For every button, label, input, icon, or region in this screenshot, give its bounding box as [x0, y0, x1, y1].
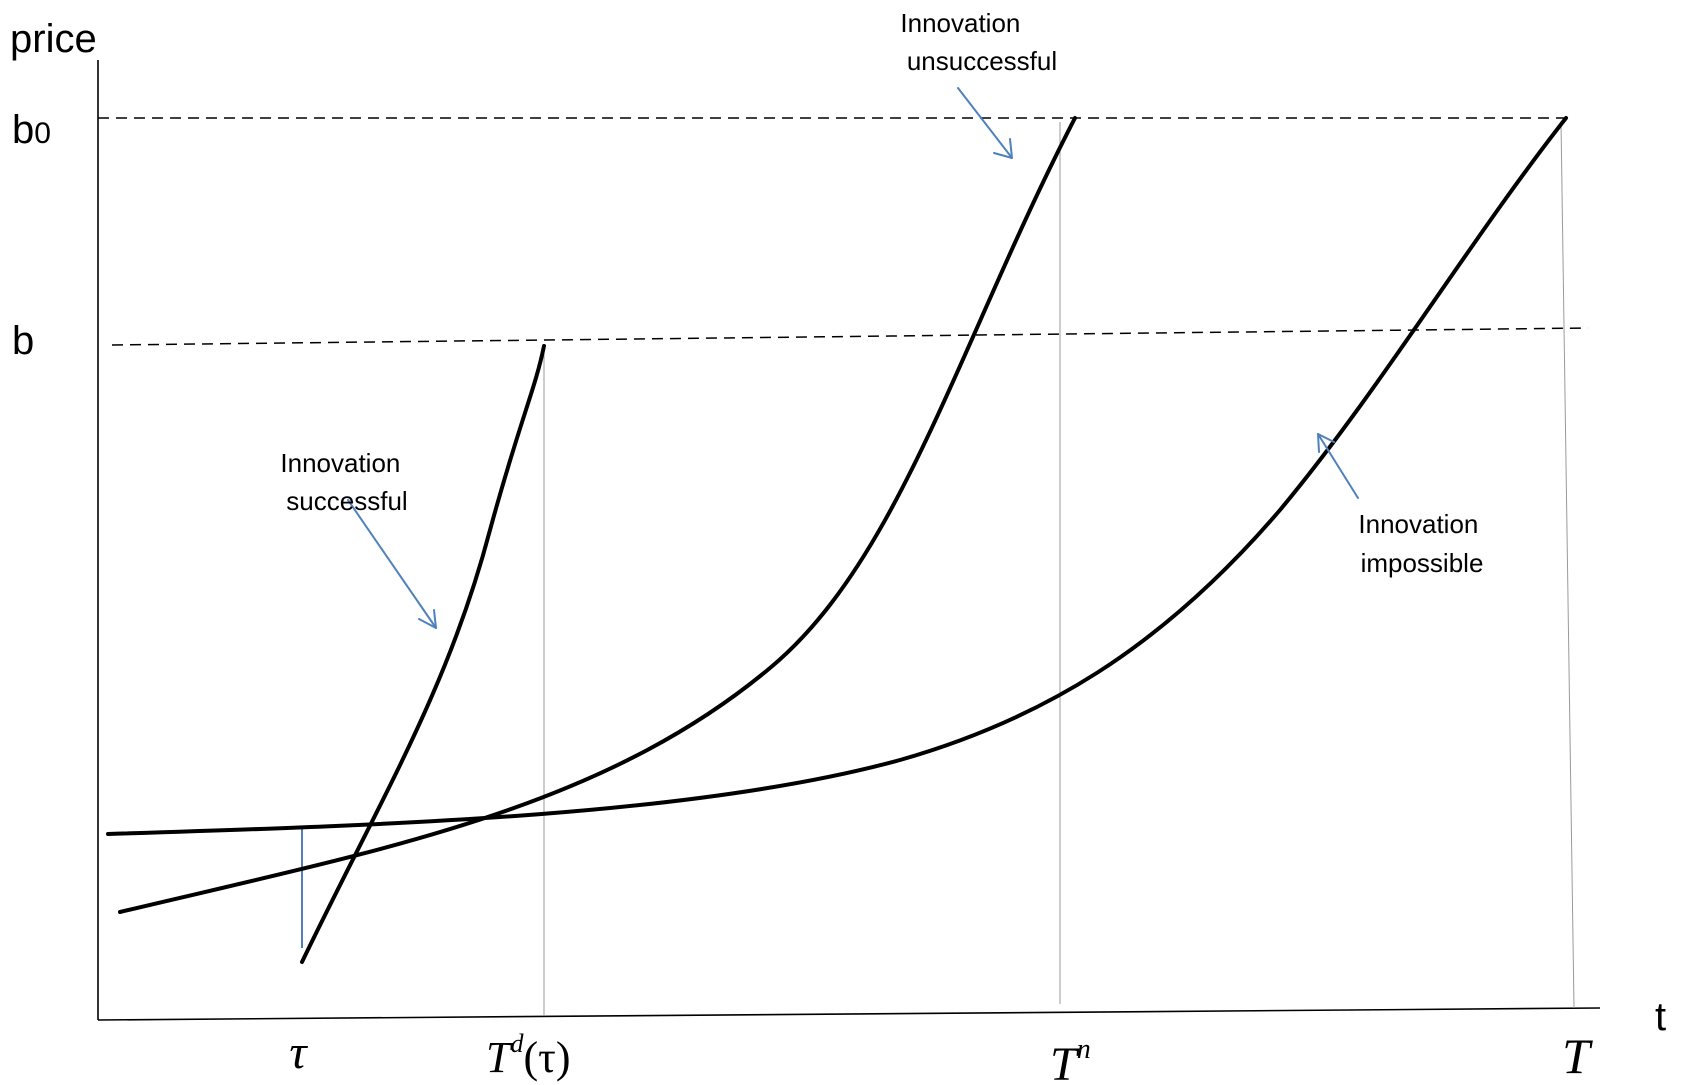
x-axis	[97, 1007, 1601, 1021]
tick-label-tn: Tn	[1050, 1034, 1091, 1085]
price-level-b0-label: b0	[12, 108, 51, 152]
curve-innovation-successful	[300, 344, 546, 964]
x-axis-label: t	[1655, 995, 1666, 1039]
arrow-impossible	[1317, 433, 1359, 499]
arrow-successful	[347, 499, 437, 629]
price-level-b-line	[111, 327, 1589, 346]
tick-label-td: Td(τ)	[486, 1029, 570, 1082]
arrow-unsuccessful	[957, 87, 1013, 159]
y-axis-label: price	[10, 17, 97, 61]
curve-innovation-impossible	[106, 116, 1568, 836]
price-level-b-label: b	[12, 319, 34, 363]
annotation-impossible: Innovation impossible	[1358, 509, 1485, 578]
guide-t-final	[1560, 121, 1575, 1009]
annotation-unsuccessful: Innovation unsuccessful	[900, 8, 1057, 76]
tick-label-tau: τ	[289, 1026, 308, 1079]
tick-label-t-final: T	[1562, 1028, 1593, 1084]
curve-innovation-unsuccessful	[118, 116, 1077, 914]
annotation-successful: Innovation successful	[280, 448, 407, 516]
